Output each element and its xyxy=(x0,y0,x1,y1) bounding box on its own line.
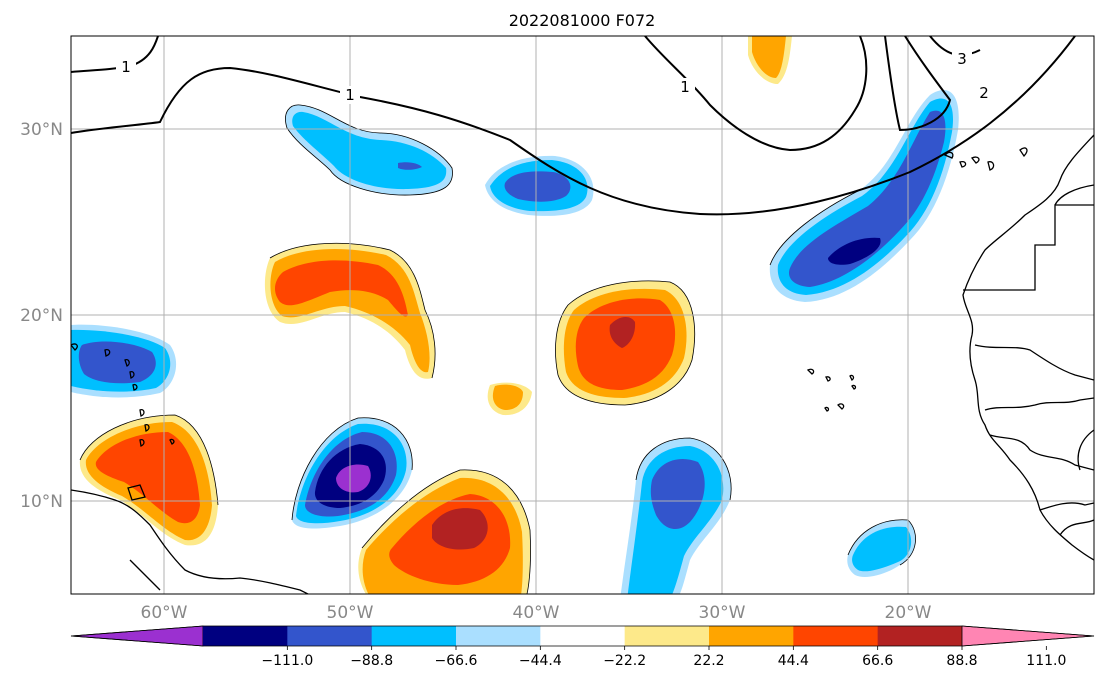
lon-tick-label: 20°W xyxy=(885,603,932,623)
map-area: 1 1 1 2 3 xyxy=(71,36,1094,594)
lon-tick-label: 30°W xyxy=(699,603,746,623)
lon-tick-label: 40°W xyxy=(513,603,560,623)
anomaly-negative-2 xyxy=(485,155,594,216)
gridlines xyxy=(71,36,1094,594)
contour-labels: 1 1 1 2 3 xyxy=(116,50,994,104)
contour-label-3: 3 xyxy=(957,50,967,68)
map-frame xyxy=(70,35,1095,595)
lat-tick-label: 30°N xyxy=(20,120,63,140)
colorbar-segment xyxy=(371,626,457,646)
anomaly-negative-3 xyxy=(71,324,177,398)
longitude-labels: 60°W 50°W 40°W 30°W 20°W xyxy=(141,603,932,623)
lon-tick-label: 60°W xyxy=(141,603,188,623)
coastlines xyxy=(71,134,1094,594)
colorbar-tick-label: 111.0 xyxy=(1026,653,1066,669)
anomaly-positive-5 xyxy=(358,469,531,594)
colorbar-extend-high xyxy=(961,625,1095,647)
colorbar-segment xyxy=(877,626,963,646)
contour-label-2: 2 xyxy=(979,84,989,102)
anomaly-negative-6 xyxy=(847,519,916,577)
colorbar-segment xyxy=(287,626,373,646)
colorbar-segment xyxy=(793,626,879,646)
anomaly-positive-4 xyxy=(79,415,218,546)
colorbar-tick-label: −88.8 xyxy=(350,653,393,669)
anomaly-positive-3 xyxy=(487,382,532,416)
latitude-labels: 30°N 20°N 10°N xyxy=(20,120,63,512)
colorbar-tick-label: 66.6 xyxy=(862,653,893,669)
chart-title: 2022081000 F072 xyxy=(509,11,656,30)
anomaly-negative-7 xyxy=(769,90,959,302)
colorbar-extend-low xyxy=(70,625,204,647)
contour-label-1b: 1 xyxy=(345,86,355,104)
colorbar-segment xyxy=(624,626,710,646)
colorbar-tick-label: −44.4 xyxy=(519,653,562,669)
colorbar-outline xyxy=(70,625,1095,647)
lon-tick-label: 50°W xyxy=(327,603,374,623)
colorbar-tick-label: −66.6 xyxy=(435,653,478,669)
lat-tick-label: 10°N xyxy=(20,492,63,512)
anomaly-positive-2 xyxy=(555,280,695,405)
contour-label-1c: 1 xyxy=(680,78,690,96)
colorbar-segment xyxy=(456,626,541,646)
colorbar-tick-label: 88.8 xyxy=(946,653,977,669)
colorbar-segment xyxy=(540,626,626,646)
anomaly-negative-5 xyxy=(620,438,732,594)
colorbar-segment xyxy=(709,626,794,646)
contour-label-1a: 1 xyxy=(121,58,131,76)
anomaly-negative-1 xyxy=(285,104,453,196)
lat-tick-label: 20°N xyxy=(20,306,63,326)
colorbar-tick-label: 22.2 xyxy=(693,653,724,669)
colorbar-tick-label: −111.0 xyxy=(261,653,313,669)
colorbar-tick-label: −22.2 xyxy=(603,653,646,669)
colorbar-segment xyxy=(203,626,288,646)
colorbar-tick-label: 44.4 xyxy=(778,653,809,669)
colorbar: −111.0 −88.8 −66.6 −44.4 −22.2 22.2 44.4 66.6 88… xyxy=(70,625,1095,669)
anomaly-positive-6 xyxy=(748,36,792,84)
